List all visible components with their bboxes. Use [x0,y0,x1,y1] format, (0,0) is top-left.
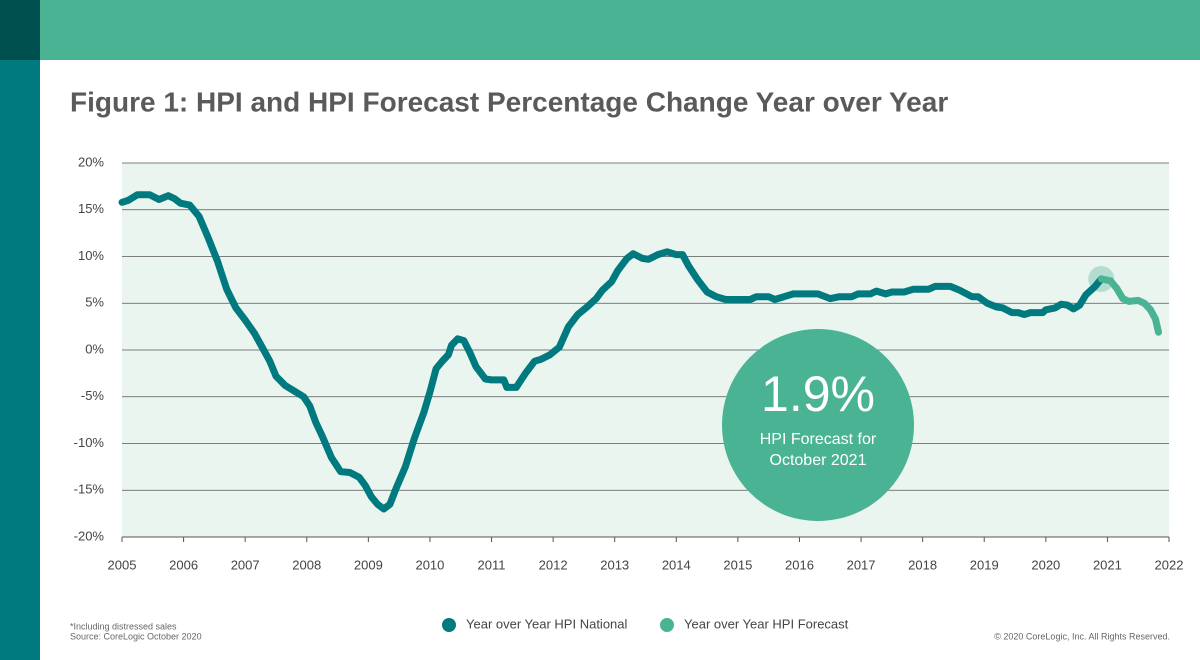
x-tick-label: 2010 [415,557,444,572]
y-tick-label: -10% [74,435,105,450]
x-tick-label: 2018 [908,557,937,572]
x-tick-label: 2017 [847,557,876,572]
x-tick-label: 2011 [478,557,506,572]
x-tick-label: 2005 [108,557,137,572]
x-tick-label: 2012 [539,557,568,572]
footnote: Source: CoreLogic October 2020 [70,631,202,641]
y-tick-label: 10% [78,248,104,263]
x-tick-label: 2020 [1031,557,1060,572]
callout-value: 1.9% [761,366,875,422]
callout-text: HPI Forecast for [760,431,877,448]
legend-label: Year over Year HPI National [466,616,628,631]
side-band [0,0,40,660]
callout-text: October 2021 [770,452,867,469]
x-tick-label: 2006 [169,557,198,572]
x-tick-label: 2008 [292,557,321,572]
x-tick-label: 2022 [1155,557,1184,572]
copyright: © 2020 CoreLogic, Inc. All Rights Reserv… [994,631,1170,641]
legend-label: Year over Year HPI Forecast [684,616,849,631]
x-tick-label: 2007 [231,557,260,572]
legend-marker [442,618,456,632]
x-tick-label: 2016 [785,557,814,572]
x-tick-label: 2021 [1093,557,1122,572]
chart-title: Figure 1: HPI and HPI Forecast Percentag… [70,86,948,117]
y-tick-label: -5% [81,388,105,403]
y-tick-label: -20% [74,528,105,543]
x-tick-label: 2009 [354,557,383,572]
y-tick-label: 0% [85,341,104,356]
x-tick-label: 2014 [662,557,691,572]
x-tick-label: 2013 [600,557,629,572]
corner-block [0,0,40,60]
y-tick-label: 20% [78,154,104,169]
y-tick-label: 5% [85,295,104,310]
series-line [1097,275,1162,336]
y-tick-label: 15% [78,201,104,216]
x-tick-label: 2015 [723,557,752,572]
header-band [0,0,1200,60]
footnote: *Including distressed sales [70,621,177,631]
callout-circle [722,329,914,521]
series-line [118,191,1105,513]
x-tick-label: 2019 [970,557,999,572]
legend-marker [660,618,674,632]
y-tick-label: -15% [74,482,105,497]
